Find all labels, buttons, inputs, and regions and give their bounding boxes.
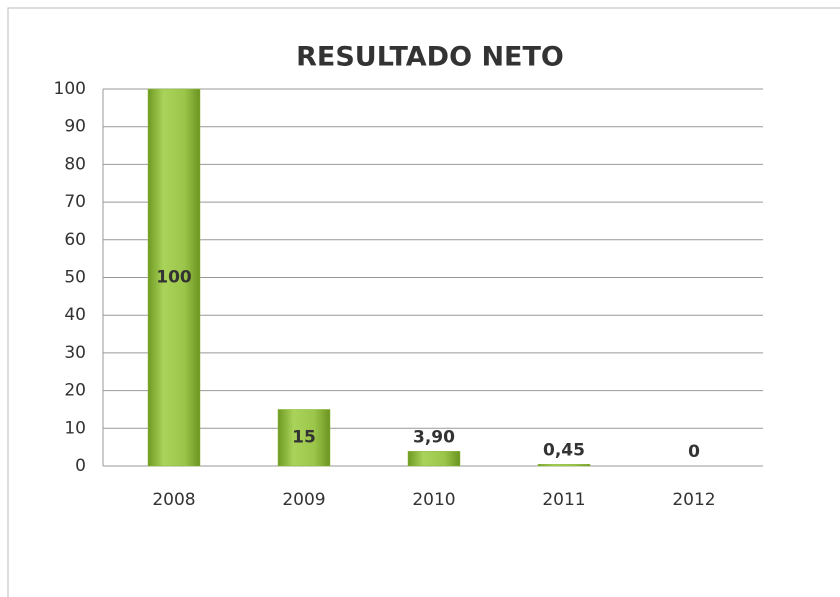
value-label: 15 — [292, 428, 316, 448]
value-label: 100 — [156, 268, 192, 288]
y-tick-label: 40 — [64, 305, 86, 325]
value-label: 0,45 — [543, 440, 585, 460]
x-tick-label: 2011 — [542, 490, 585, 510]
x-tick-label: 2009 — [282, 490, 325, 510]
y-tick-label: 20 — [64, 381, 86, 401]
y-tick-label: 90 — [64, 117, 86, 137]
y-tick-label: 70 — [64, 192, 86, 212]
bar — [407, 451, 461, 467]
y-tick-label: 30 — [64, 343, 86, 363]
y-tick-label: 100 — [54, 79, 86, 99]
y-tick-label: 60 — [64, 230, 86, 250]
x-tick-label: 2008 — [152, 490, 195, 510]
y-tick-label: 0 — [75, 456, 86, 476]
value-label: 3,90 — [413, 427, 455, 447]
chart-title: RESULTADO NETO — [296, 42, 564, 73]
bar — [537, 464, 591, 467]
bar — [147, 88, 201, 467]
bar — [277, 409, 331, 467]
y-tick-label: 10 — [64, 418, 86, 438]
value-label: 0 — [688, 442, 700, 462]
y-tick-label: 80 — [64, 154, 86, 174]
chart-frame — [7, 7, 840, 597]
x-tick-label: 2012 — [672, 490, 715, 510]
y-tick-label: 50 — [64, 268, 86, 288]
x-tick-label: 2010 — [412, 490, 455, 510]
